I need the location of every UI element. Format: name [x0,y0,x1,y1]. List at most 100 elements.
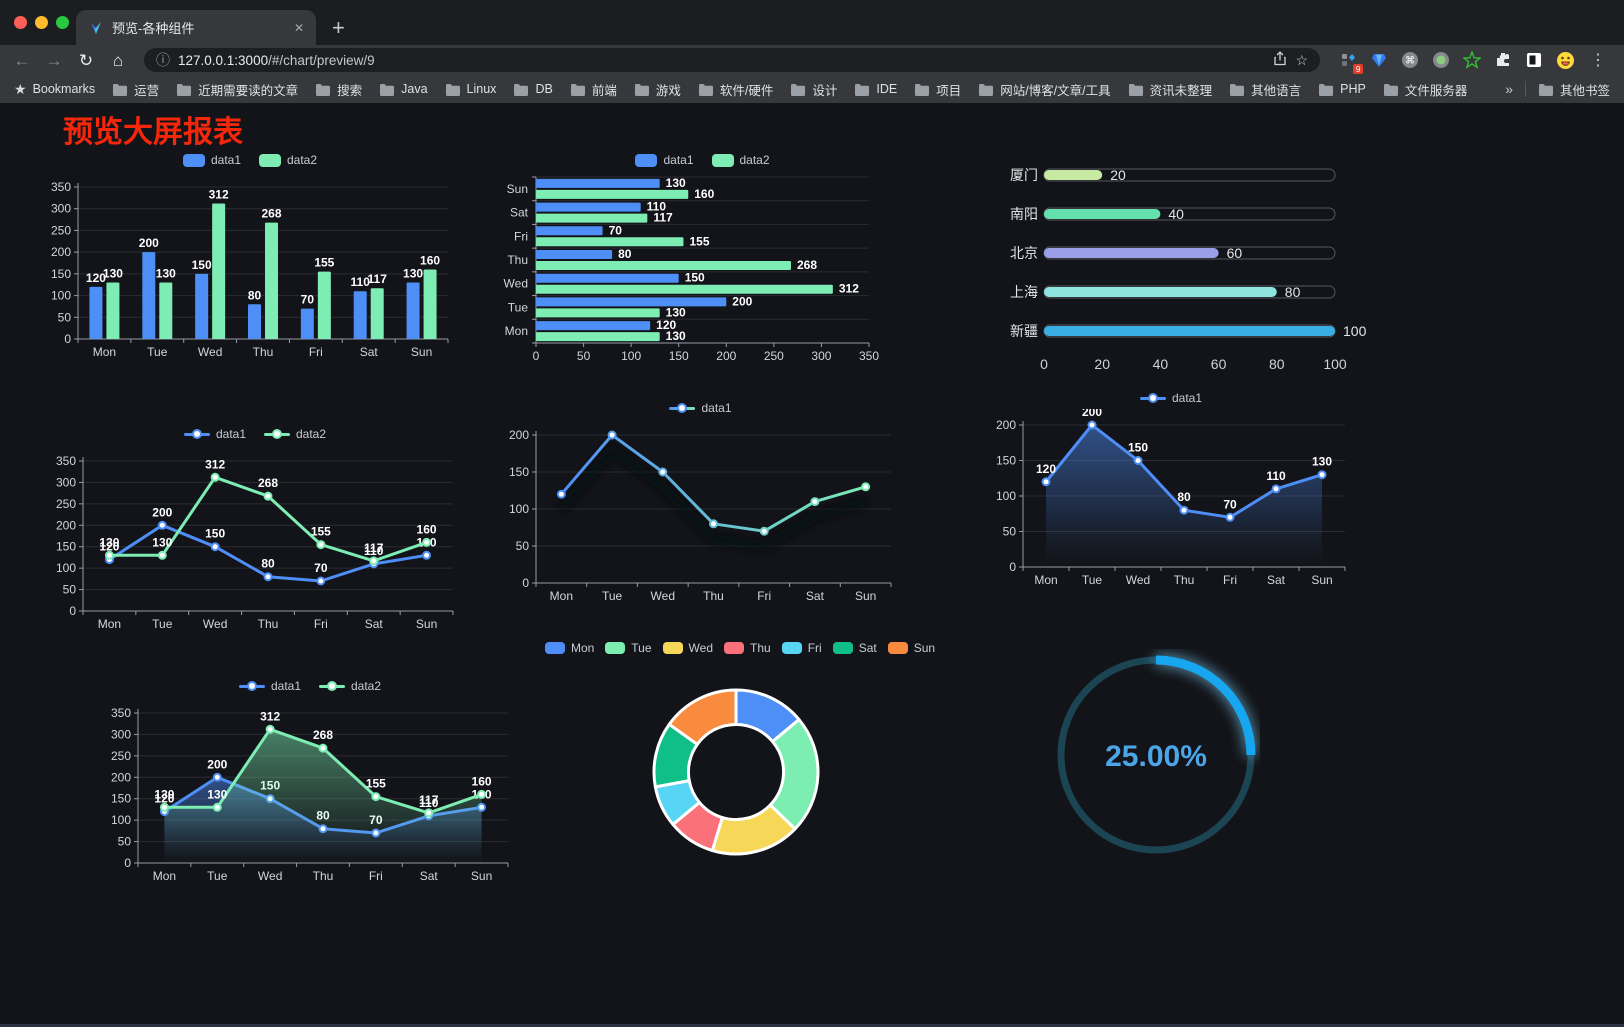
svg-text:350: 350 [56,454,76,468]
bookmark-folder-文件服务器[interactable]: 文件服务器 [1383,80,1467,99]
chart-progress-bars[interactable]: 厦门 20 南阳 40 北京 60 上海 80 新疆 100 0 20 40 60 80 100 [988,155,1368,380]
chart-area-single[interactable]: data1 0 50 100 150 200 Mon Tue Wed Thu Fri Sat Sun 1… [985,387,1357,593]
extension-puzzle-icon[interactable] [1493,50,1513,70]
bookmark-folder-运营[interactable]: 运营 [112,80,159,99]
extension-command-icon[interactable]: ⌘ [1400,50,1420,70]
extension-dot-icon[interactable] [1431,50,1451,70]
legend-item-Sun[interactable]: Sun [887,641,935,655]
legend-item-data1[interactable]: data1 [183,427,246,441]
legend-item-data1[interactable]: data1 [669,401,732,415]
home-button[interactable]: ⌂ [112,50,124,70]
forward-button[interactable]: → [45,50,63,70]
legend-item-data1[interactable]: data1 [238,679,301,693]
bookmarks-overflow-icon[interactable]: » [1505,81,1513,97]
legend-item-data2[interactable]: data2 [319,679,381,693]
svg-text:160: 160 [417,522,437,536]
gauge-chart-canvas: 25.00% [1057,655,1256,854]
legend-item-data1[interactable]: data1 [635,153,694,167]
bookmark-folder-软件/硬件[interactable]: 软件/硬件 [698,80,773,99]
legend-item-Mon[interactable]: Mon [544,641,594,655]
svg-text:110: 110 [364,544,384,558]
new-tab-button[interactable]: + [332,15,345,40]
window-zoom-button[interactable] [56,16,69,29]
svg-text:268: 268 [313,728,333,742]
svg-text:Wed: Wed [203,617,227,631]
svg-text:Mon: Mon [98,617,121,631]
bookmark-folder-Linux[interactable]: Linux [445,80,496,99]
legend-marker-icon [191,429,202,439]
back-button[interactable]: ← [13,50,31,70]
svg-text:80: 80 [1177,490,1191,504]
site-info-icon[interactable]: ⓘ [156,52,170,68]
bookmarks-root[interactable]: ★ Bookmarks [14,81,95,98]
bookmark-label: 近期需要读的文章 [198,83,299,98]
legend-item-Wed[interactable]: Wed [662,641,713,655]
chart-donut[interactable]: Mon Tue Wed Thu Fri Sat Sun [544,637,935,873]
bookmark-folder-Java[interactable]: Java [379,80,428,99]
bookmark-folder-DB[interactable]: DB [513,80,553,99]
legend-item-Fri[interactable]: Fri [781,641,822,655]
address-bar[interactable]: ⓘ 127.0.0.1:3000/#/chart/preview/9 ☆ [144,48,1320,72]
bookmark-folder-资讯未整理[interactable]: 资讯未整理 [1128,80,1212,99]
extension-star-icon[interactable] [1462,50,1482,70]
svg-text:110: 110 [1266,469,1286,483]
legend-item-data1[interactable]: data1 [182,153,241,167]
legend-item-Sat[interactable]: Sat [832,641,877,655]
chart-bar-horizontal[interactable]: data1 data2 0 50 100 150 200 250 300 350 Mon 120 13… [500,149,905,369]
legend-swatch-icon [264,429,290,439]
legend-item-data2[interactable]: data2 [711,153,770,167]
other-bookmarks-folder[interactable]: 其他书签 [1538,80,1610,99]
legend-item-data1[interactable]: data1 [1139,391,1203,405]
extensions-area: 9 ⌘ ⋮ [1334,50,1614,74]
share-icon[interactable] [1273,51,1287,69]
svg-text:312: 312 [260,709,280,723]
chart-legend: data1 [498,397,903,419]
chart-line-gradient[interactable]: data1 0 50 100 150 200 Mon Tue Wed Thu Fri Sat Sun [498,397,903,609]
bookmark-folder-网站/博客/文章/工具[interactable]: 网站/博客/文章/工具 [978,80,1111,99]
bookmark-folder-其他语言[interactable]: 其他语言 [1229,80,1301,99]
bookmark-folder-PHP[interactable]: PHP [1318,80,1366,99]
url-host: 127.0.0.1:3000 [178,52,269,68]
extension-contrast-icon[interactable] [1524,50,1544,70]
window-minimize-button[interactable] [35,16,48,29]
bookmark-folder-前端[interactable]: 前端 [570,80,617,99]
bar-chart-canvas: 0 50 100 150 200 250 300 350 Mon Tue Wed Thu Fri Sat S… [51,180,449,359]
svg-text:80: 80 [1285,284,1301,300]
window-close-button[interactable] [14,16,27,29]
legend-marker-icon [246,681,257,691]
svg-text:130: 130 [1312,455,1332,469]
legend-item-data2[interactable]: data2 [264,427,326,441]
progress-chart-canvas: 厦门 20 南阳 40 北京 60 上海 80 新疆 100 0 20 40 60 80 100 [1010,167,1367,372]
svg-text:150: 150 [996,454,1016,468]
chart-gauge[interactable]: 25.00% [1054,649,1260,863]
extension-emoji-icon[interactable] [1555,50,1575,70]
svg-text:130: 130 [666,329,686,343]
extension-gem-icon[interactable] [1369,50,1389,70]
bookmark-folder-近期需要读的文章[interactable]: 近期需要读的文章 [176,80,298,99]
legend-swatch-icon [183,429,210,439]
legend-label: Sat [858,641,877,655]
svg-text:Tue: Tue [602,589,623,603]
bookmark-folder-搜索[interactable]: 搜索 [315,80,362,99]
bookmarks-root-label: Bookmarks [32,82,96,96]
extension-grid-icon[interactable]: 9 [1338,50,1363,74]
legend-item-Tue[interactable]: Tue [605,641,652,655]
chart-line-two-series[interactable]: data1 data2 0 50 100 150 200 250 300 350 Mon Tue We… [45,423,465,637]
chart-bar-vertical[interactable]: data1 data2 0 50 100 150 200 250 300 350 Mon Tue We… [40,149,460,365]
reload-button[interactable]: ↻ [78,50,94,70]
folder-icon [112,83,128,96]
svg-text:0: 0 [1040,356,1048,372]
tab-close-icon[interactable]: ✕ [293,20,304,35]
tab-strip: 预览-各种组件 ✕ + [0,0,1624,45]
bookmark-folder-项目[interactable]: 项目 [914,80,961,99]
legend-item-data2[interactable]: data2 [259,153,317,167]
legend-label: data1 [1171,391,1203,405]
bookmark-star-icon[interactable]: ☆ [1295,51,1308,68]
bookmark-folder-设计[interactable]: 设计 [790,80,837,99]
bookmark-folder-IDE[interactable]: IDE [854,80,897,99]
browser-tab[interactable]: 预览-各种组件 ✕ [76,10,316,45]
browser-menu-icon[interactable]: ⋮ [1590,52,1606,69]
bookmark-folder-游戏[interactable]: 游戏 [634,80,681,99]
legend-item-Thu[interactable]: Thu [724,641,771,655]
chart-area-two-series[interactable]: data1 data2 0 50 100 150 200 250 300 350 Mon Tue We… [100,675,520,889]
